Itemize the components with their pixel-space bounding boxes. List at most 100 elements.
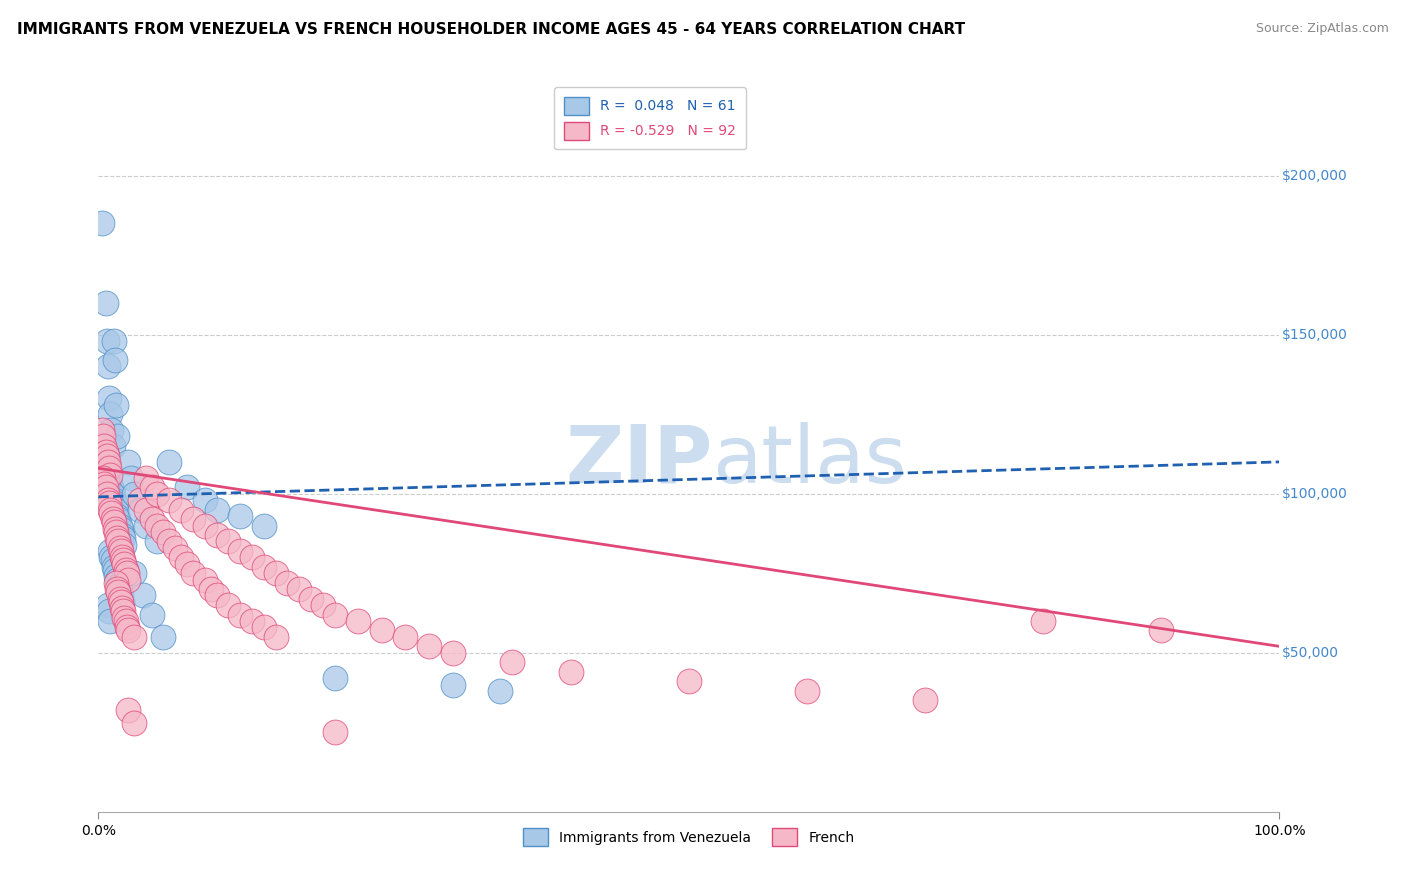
Point — [205, 589, 228, 603]
Point — [276, 575, 298, 590]
Point — [101, 486, 124, 500]
Point — [91, 216, 114, 230]
Point — [264, 630, 287, 644]
Point — [96, 486, 118, 500]
Point — [97, 493, 120, 508]
Point — [110, 522, 132, 536]
Point — [323, 671, 346, 685]
Point — [560, 665, 582, 679]
Point — [105, 569, 128, 583]
Point — [94, 480, 117, 494]
Point — [110, 595, 132, 609]
Point — [299, 591, 322, 606]
Point — [105, 502, 128, 516]
Point — [157, 493, 180, 508]
Point — [105, 429, 128, 443]
Point — [96, 334, 118, 348]
Point — [157, 455, 180, 469]
Point — [91, 429, 114, 443]
Point — [371, 624, 394, 638]
Point — [489, 684, 512, 698]
Point — [97, 598, 120, 612]
Point — [115, 620, 138, 634]
Point — [176, 480, 198, 494]
Point — [128, 502, 150, 516]
Text: atlas: atlas — [713, 422, 907, 500]
Point — [217, 598, 239, 612]
Point — [115, 566, 138, 581]
Point — [146, 486, 169, 500]
Point — [170, 502, 193, 516]
Point — [117, 624, 139, 638]
Point — [122, 486, 145, 500]
Point — [100, 423, 122, 437]
Point — [288, 582, 311, 596]
Point — [441, 646, 464, 660]
Point — [110, 589, 132, 603]
Point — [105, 398, 128, 412]
Point — [94, 445, 117, 459]
Point — [205, 502, 228, 516]
Point — [122, 630, 145, 644]
Point — [107, 534, 129, 549]
Point — [104, 522, 127, 536]
Point — [103, 559, 125, 574]
Point — [108, 591, 131, 606]
Point — [98, 392, 121, 406]
Point — [181, 566, 204, 581]
Point — [112, 553, 135, 567]
Point — [146, 518, 169, 533]
Point — [152, 630, 174, 644]
Text: $50,000: $50,000 — [1282, 646, 1339, 660]
Point — [205, 528, 228, 542]
Point — [94, 296, 117, 310]
Point — [98, 471, 121, 485]
Point — [97, 455, 120, 469]
Point — [117, 573, 139, 587]
Point — [253, 620, 276, 634]
Text: $150,000: $150,000 — [1282, 327, 1348, 342]
Point — [104, 496, 127, 510]
Point — [152, 524, 174, 539]
Point — [93, 439, 115, 453]
Point — [312, 598, 335, 612]
Point — [165, 541, 187, 555]
Text: $100,000: $100,000 — [1282, 487, 1348, 500]
Text: Source: ZipAtlas.com: Source: ZipAtlas.com — [1256, 22, 1389, 36]
Point — [91, 423, 114, 437]
Point — [98, 544, 121, 558]
Point — [117, 703, 139, 717]
Point — [323, 607, 346, 622]
Point — [194, 573, 217, 587]
Point — [105, 524, 128, 539]
Point — [135, 518, 157, 533]
Point — [796, 684, 818, 698]
Point — [914, 693, 936, 707]
Point — [111, 595, 134, 609]
Point — [105, 508, 128, 523]
Point — [240, 550, 263, 565]
Text: IMMIGRANTS FROM VENEZUELA VS FRENCH HOUSEHOLDER INCOME AGES 45 - 64 YEARS CORREL: IMMIGRANTS FROM VENEZUELA VS FRENCH HOUS… — [17, 22, 965, 37]
Point — [96, 449, 118, 463]
Point — [122, 566, 145, 581]
Point — [98, 461, 121, 475]
Point — [110, 544, 132, 558]
Point — [96, 449, 118, 463]
Point — [98, 407, 121, 421]
Point — [135, 502, 157, 516]
Point — [105, 573, 128, 587]
Point — [112, 538, 135, 552]
Legend: Immigrants from Venezuela, French: Immigrants from Venezuela, French — [513, 819, 865, 856]
Point — [108, 541, 131, 555]
Point — [253, 559, 276, 574]
Point — [108, 518, 131, 533]
Point — [91, 471, 114, 485]
Point — [441, 677, 464, 691]
Point — [132, 589, 155, 603]
Point — [240, 614, 263, 628]
Point — [141, 480, 163, 494]
Point — [418, 640, 440, 654]
Point — [93, 477, 115, 491]
Point — [107, 585, 129, 599]
Point — [394, 630, 416, 644]
